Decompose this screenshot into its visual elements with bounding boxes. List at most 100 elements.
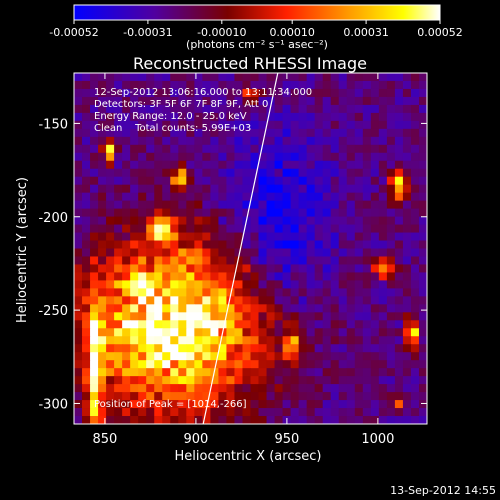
heatmap-cell bbox=[234, 120, 243, 130]
heatmap-cell bbox=[98, 272, 107, 281]
heatmap-cell bbox=[178, 296, 187, 305]
heatmap-cell bbox=[146, 416, 155, 424]
heatmap-cell bbox=[138, 256, 147, 265]
heatmap-cell bbox=[338, 80, 348, 90]
heatmap-cell bbox=[330, 360, 340, 369]
heatmap-cell bbox=[90, 408, 99, 417]
heatmap-cell bbox=[194, 80, 203, 90]
peak-position-label: Position of Peak = [1014,-266] bbox=[94, 399, 247, 410]
heatmap-cell bbox=[378, 392, 388, 401]
heatmap-cell bbox=[218, 88, 227, 98]
heatmap-cell bbox=[130, 376, 139, 385]
heatmap-cell bbox=[282, 240, 292, 249]
heatmap-cell bbox=[122, 136, 131, 146]
heatmap-cell bbox=[354, 312, 364, 321]
heatmap-cell bbox=[314, 192, 324, 202]
heatmap-cell bbox=[290, 392, 300, 401]
heatmap-cell bbox=[282, 80, 292, 90]
heatmap-cell bbox=[130, 368, 139, 377]
heatmap-cell bbox=[170, 144, 179, 154]
heatmap-cell bbox=[386, 144, 396, 154]
heatmap-cell bbox=[162, 80, 171, 90]
heatmap-cell bbox=[282, 96, 292, 106]
heatmap-cell bbox=[242, 376, 251, 385]
heatmap-cell bbox=[306, 392, 316, 401]
heatmap-cell bbox=[218, 312, 227, 321]
heatmap-cell bbox=[178, 400, 187, 409]
heatmap-cell bbox=[410, 200, 420, 210]
heatmap-cell bbox=[186, 408, 195, 417]
heatmap-cell bbox=[402, 384, 412, 393]
heatmap-cell bbox=[306, 208, 316, 217]
heatmap-cell bbox=[298, 232, 308, 241]
heatmap-cell bbox=[338, 104, 348, 114]
heatmap-cell bbox=[290, 200, 300, 210]
heatmap-cell bbox=[394, 112, 404, 122]
heatmap-cell bbox=[178, 264, 187, 273]
heatmap-cell bbox=[418, 376, 427, 385]
heatmap-cell bbox=[74, 344, 83, 353]
heatmap-cell bbox=[186, 368, 195, 377]
heatmap-cell bbox=[82, 192, 91, 202]
heatmap-cell bbox=[250, 272, 259, 281]
heatmap-cell bbox=[154, 184, 163, 194]
heatmap-cell bbox=[354, 408, 364, 417]
heatmap-cell bbox=[226, 96, 235, 106]
heatmap-cell bbox=[194, 240, 203, 249]
heatmap-cell bbox=[234, 112, 243, 122]
heatmap-cell bbox=[82, 296, 91, 305]
heatmap-cell bbox=[346, 96, 356, 106]
heatmap-cell bbox=[250, 392, 259, 401]
heatmap-cell bbox=[178, 104, 187, 114]
heatmap-cell bbox=[106, 264, 115, 273]
heatmap-cell bbox=[194, 264, 203, 273]
heatmap-cell bbox=[306, 360, 316, 369]
heatmap-cell bbox=[194, 336, 203, 345]
heatmap-cell bbox=[242, 168, 251, 178]
heatmap-cell bbox=[186, 120, 195, 130]
heatmap-cell bbox=[394, 392, 404, 401]
heatmap-cell bbox=[186, 376, 195, 385]
heatmap-cell bbox=[210, 400, 219, 409]
heatmap-cell bbox=[418, 184, 427, 194]
heatmap-cell bbox=[338, 384, 348, 393]
heatmap-cell bbox=[186, 232, 195, 241]
heatmap-cell bbox=[330, 264, 340, 273]
heatmap-cell bbox=[370, 216, 380, 225]
heatmap-cell bbox=[410, 208, 420, 217]
heatmap-cell bbox=[346, 120, 356, 130]
heatmap-cell bbox=[410, 88, 420, 98]
heatmap-cell bbox=[322, 336, 332, 345]
heatmap-cell bbox=[370, 96, 380, 106]
heatmap-cell bbox=[162, 280, 171, 289]
heatmap-cell bbox=[170, 248, 179, 257]
heatmap-cell bbox=[290, 88, 300, 98]
heatmap-cell bbox=[290, 344, 300, 353]
heatmap-cell bbox=[98, 312, 107, 321]
heatmap-cell bbox=[346, 256, 356, 265]
heatmap-cell bbox=[314, 144, 324, 154]
heatmap-cell bbox=[354, 288, 364, 297]
heatmap-cell bbox=[330, 96, 340, 106]
heatmap-cell bbox=[266, 248, 275, 257]
heatmap-cell bbox=[330, 240, 340, 249]
heatmap-cell bbox=[330, 392, 340, 401]
heatmap-cell bbox=[74, 216, 83, 225]
heatmap-cell bbox=[386, 304, 396, 313]
heatmap-cell bbox=[74, 264, 83, 273]
heatmap-cell bbox=[258, 368, 267, 377]
heatmap-cell bbox=[210, 296, 219, 305]
heatmap-cell bbox=[418, 264, 427, 273]
heatmap-cell bbox=[170, 112, 179, 122]
heatmap-cell bbox=[234, 312, 243, 321]
heatmap-cell bbox=[106, 136, 115, 146]
heatmap-cell bbox=[202, 73, 211, 82]
heatmap-cell bbox=[370, 176, 380, 186]
heatmap-cell bbox=[82, 104, 91, 114]
heatmap-cell bbox=[394, 216, 404, 225]
heatmap-cell bbox=[378, 296, 388, 305]
heatmap-cell bbox=[250, 384, 259, 393]
heatmap-cell bbox=[258, 216, 267, 225]
heatmap-cell bbox=[282, 304, 292, 313]
heatmap-cell bbox=[226, 320, 235, 329]
